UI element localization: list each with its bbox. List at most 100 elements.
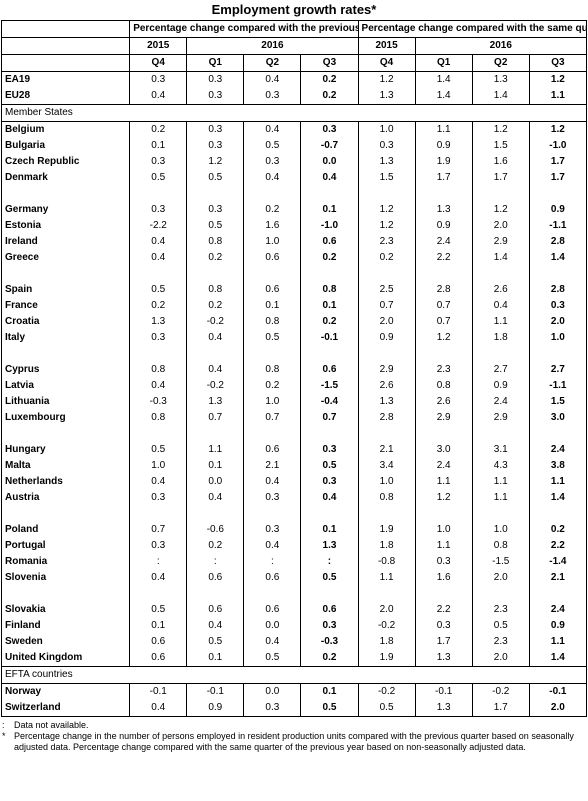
country-name: Germany — [0, 202, 130, 218]
quarter-header: Q1 — [186, 54, 244, 72]
value-cell: 1.4 — [528, 490, 588, 506]
value-cell: 1.1 — [357, 570, 416, 586]
value-cell: 1.7 — [414, 634, 473, 650]
value-cell: 0.8 — [414, 378, 473, 394]
value-cell: 0.3 — [243, 490, 301, 506]
country-name: Latvia — [0, 378, 130, 394]
value-cell: 0.5 — [471, 618, 530, 634]
table-row: Ireland 0.4 0.8 1.0 0.6 2.3 2.4 2.9 2.8 — [0, 234, 588, 250]
value-cell: 0.0 — [186, 474, 244, 490]
value-cell: -1.5 — [300, 378, 359, 394]
value-cell: 0.1 — [186, 458, 244, 474]
value-cell: 0.4 — [129, 378, 187, 394]
value-cell: -0.2 — [471, 683, 530, 700]
header-quarter-row: Q4 Q1 Q2 Q3 Q4 Q1 Q2 Q3 — [0, 54, 588, 72]
value-cell: 0.3 — [300, 442, 359, 458]
value-cell: 0.1 — [186, 650, 244, 667]
value-cell: : — [243, 554, 301, 570]
value-cell: 2.3 — [471, 634, 530, 650]
value-cell: 0.6 — [300, 362, 359, 378]
year-2015-left: 2015 — [129, 37, 187, 55]
value-cell: 0.9 — [357, 330, 416, 346]
value-cell: 1.3 — [129, 314, 187, 330]
table-row: Bulgaria 0.1 0.3 0.5 -0.7 0.3 0.9 1.5 -1.0 — [0, 138, 588, 154]
value-cell: 0.8 — [129, 362, 187, 378]
value-cell: 0.6 — [300, 602, 359, 618]
country-name: Greece — [0, 250, 130, 266]
value-cell: 2.9 — [357, 362, 416, 378]
spacer-row — [0, 186, 588, 202]
value-cell: 0.4 — [186, 618, 244, 634]
value-cell: 1.4 — [414, 88, 473, 105]
value-cell: 1.1 — [528, 634, 588, 650]
country-name: Spain — [0, 282, 130, 298]
value-cell: 2.6 — [357, 378, 416, 394]
value-cell: 2.3 — [357, 234, 416, 250]
country-name: Czech Republic — [0, 154, 130, 170]
employment-table: Percentage change compared with the prev… — [0, 20, 588, 717]
value-cell: 0.8 — [243, 362, 301, 378]
value-cell: 0.4 — [186, 330, 244, 346]
country-name: Hungary — [0, 442, 130, 458]
value-cell: 3.1 — [471, 442, 530, 458]
quarter-header: Q2 — [471, 54, 530, 72]
value-cell: 0.3 — [129, 538, 187, 554]
value-cell: -0.1 — [414, 683, 473, 700]
spacer-row — [0, 346, 588, 362]
value-cell: -0.2 — [357, 618, 416, 634]
value-cell: 0.3 — [186, 71, 244, 88]
value-cell: 1.4 — [528, 250, 588, 266]
value-cell: 1.5 — [357, 170, 416, 186]
country-name: Austria — [0, 490, 130, 506]
value-cell: 0.9 — [471, 378, 530, 394]
value-cell: 2.0 — [528, 700, 588, 717]
value-cell: 0.6 — [243, 570, 301, 586]
value-cell: 1.3 — [414, 650, 473, 667]
value-cell: 0.6 — [243, 282, 301, 298]
value-cell: 2.1 — [528, 570, 588, 586]
value-cell: 0.8 — [243, 314, 301, 330]
value-cell: -0.1 — [129, 683, 187, 700]
value-cell: 0.3 — [186, 88, 244, 105]
value-cell: -1.5 — [471, 554, 530, 570]
value-cell: -1.4 — [528, 554, 588, 570]
quarter-header: Q4 — [129, 54, 187, 72]
value-cell: 0.2 — [243, 202, 301, 218]
table-row: Norway -0.1 -0.1 0.0 0.1 -0.2 -0.1 -0.2 -0.1 — [0, 683, 588, 700]
spacer-row — [0, 426, 588, 442]
value-cell: 0.4 — [129, 250, 187, 266]
value-cell: 0.6 — [243, 602, 301, 618]
country-name: EU28 — [0, 88, 130, 105]
value-cell: 1.1 — [471, 474, 530, 490]
value-cell: : — [129, 554, 187, 570]
value-cell: 1.1 — [414, 121, 473, 138]
value-cell: 0.5 — [186, 218, 244, 234]
value-cell: 0.2 — [129, 298, 187, 314]
value-cell: 0.4 — [300, 490, 359, 506]
table-row: Romania:::: -0.8 0.3 -1.5 -1.4 — [0, 554, 588, 570]
value-cell: -1.0 — [300, 218, 359, 234]
value-cell: 1.0 — [129, 458, 187, 474]
value-cell: 2.7 — [528, 362, 588, 378]
value-cell: 0.8 — [186, 234, 244, 250]
value-cell: 1.5 — [471, 138, 530, 154]
value-cell: 0.4 — [129, 570, 187, 586]
country-name: Malta — [0, 458, 130, 474]
value-cell: 0.4 — [471, 298, 530, 314]
value-cell: 1.2 — [357, 202, 416, 218]
quarter-header: Q1 — [414, 54, 473, 72]
value-cell: -0.7 — [300, 138, 359, 154]
header-corner — [0, 20, 130, 38]
value-cell: 2.8 — [528, 282, 588, 298]
year-2016-left: 2016 — [186, 37, 359, 55]
value-cell: 2.6 — [471, 282, 530, 298]
year-2015-right: 2015 — [357, 37, 416, 55]
value-cell: 1.0 — [243, 394, 301, 410]
value-cell: 0.1 — [129, 618, 187, 634]
value-cell: 0.8 — [357, 490, 416, 506]
value-cell: 1.1 — [414, 538, 473, 554]
value-cell: 1.6 — [243, 218, 301, 234]
value-cell: 0.3 — [129, 330, 187, 346]
table-row: Portugal 0.3 0.2 0.4 1.3 1.8 1.1 0.8 2.2 — [0, 538, 588, 554]
country-name: France — [0, 298, 130, 314]
